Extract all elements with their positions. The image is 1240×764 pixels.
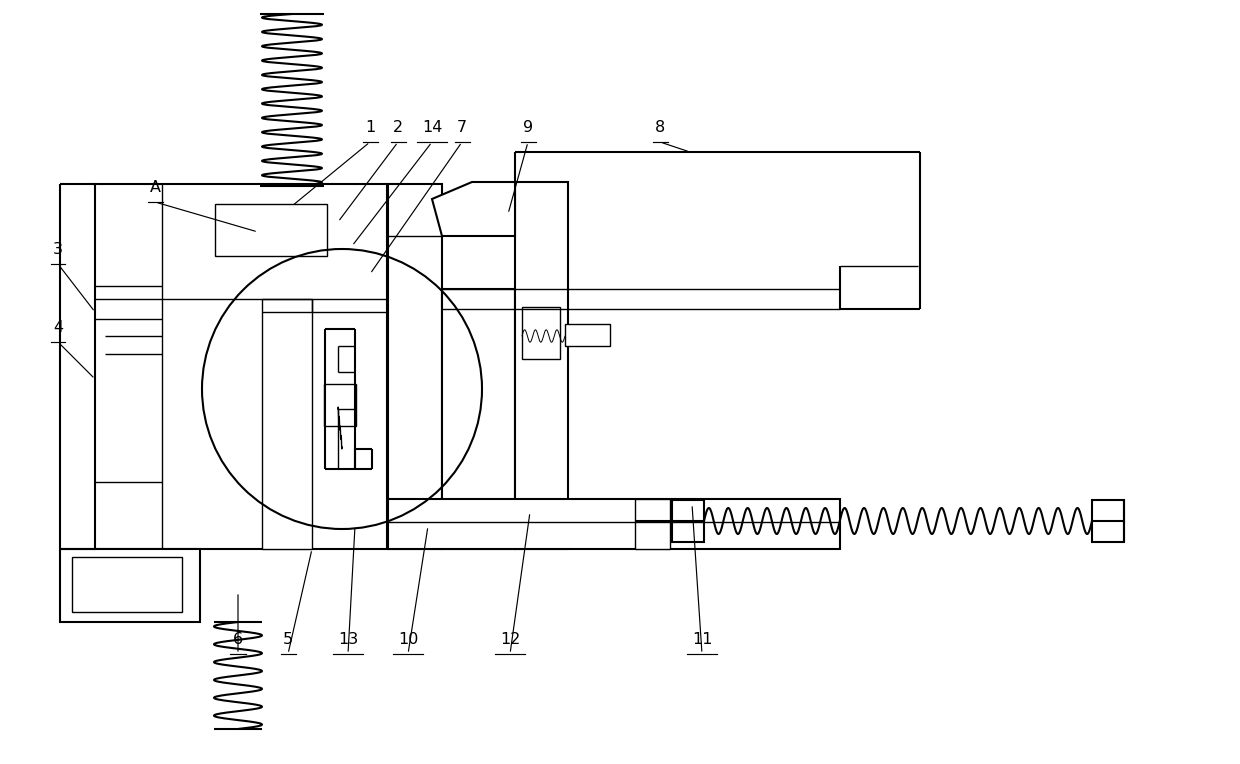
Text: 4: 4 [53, 320, 63, 335]
Text: 9: 9 [523, 120, 533, 135]
Bar [441, 289, 515, 549]
Bar [324, 384, 356, 426]
Bar [672, 500, 704, 542]
Bar [262, 299, 312, 549]
Bar [1092, 500, 1123, 542]
Text: 7: 7 [456, 120, 467, 135]
Bar [60, 549, 200, 622]
Bar [515, 182, 568, 549]
Text: 1: 1 [365, 120, 376, 135]
Text: 2: 2 [393, 120, 403, 135]
Bar [95, 184, 387, 549]
Text: 3: 3 [53, 242, 63, 257]
Text: 5: 5 [283, 632, 293, 647]
Bar [522, 307, 560, 359]
Text: 11: 11 [692, 632, 712, 647]
Bar [388, 499, 839, 549]
Bar [72, 557, 182, 612]
Text: 13: 13 [337, 632, 358, 647]
Text: 10: 10 [398, 632, 418, 647]
Text: 8: 8 [655, 120, 665, 135]
Text: 12: 12 [500, 632, 521, 647]
Bar [388, 184, 441, 549]
Bar [565, 324, 610, 346]
Text: A: A [150, 180, 160, 195]
Polygon shape [432, 182, 515, 236]
Text: 6: 6 [233, 632, 243, 647]
Bar [215, 204, 327, 256]
Text: 14: 14 [422, 120, 443, 135]
Bar [635, 499, 670, 549]
